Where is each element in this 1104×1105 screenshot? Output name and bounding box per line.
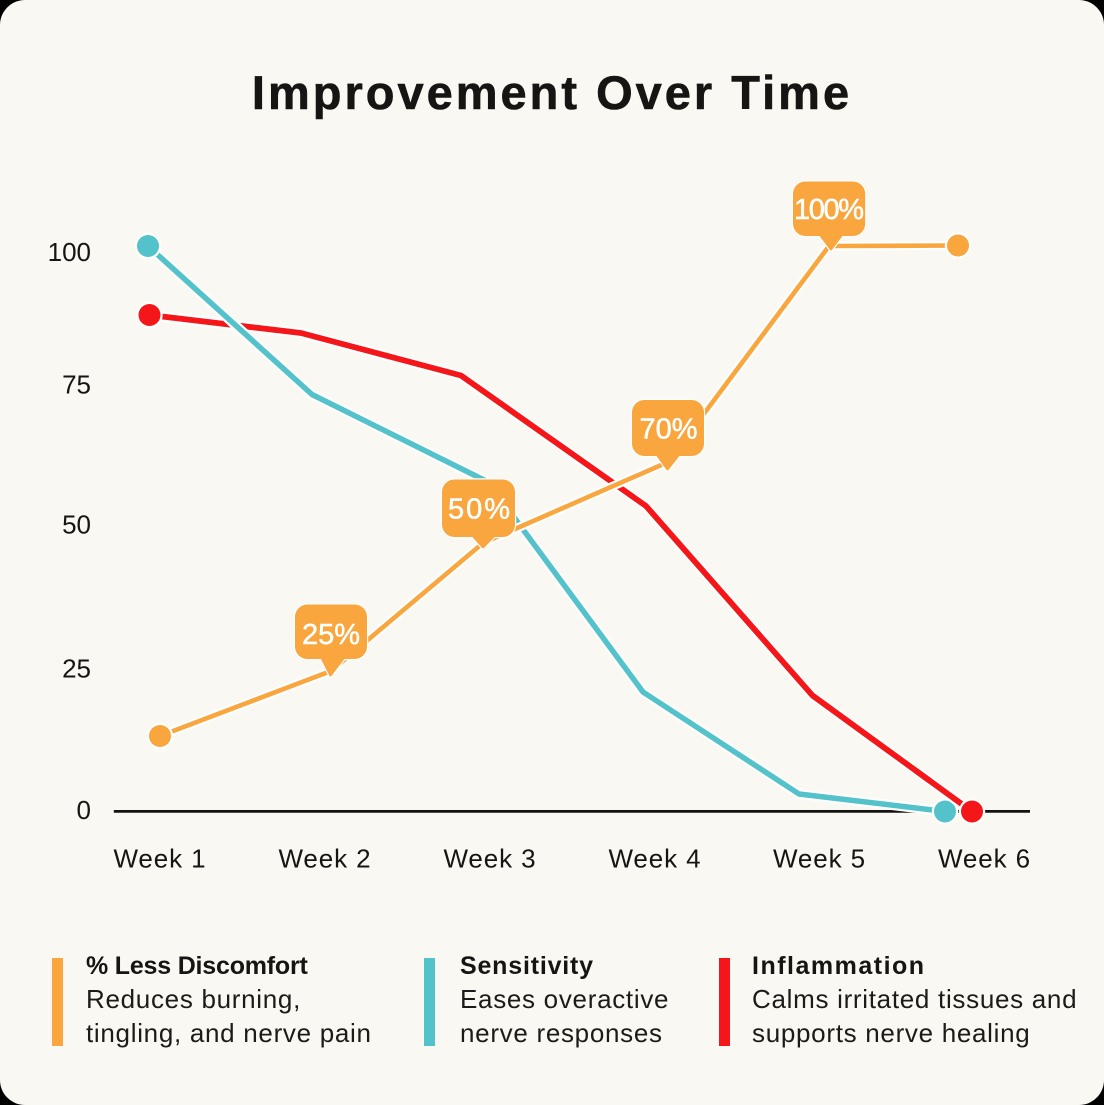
svg-text:0: 0 <box>77 795 91 825</box>
svg-text:50%: 50% <box>448 494 510 526</box>
svg-text:75: 75 <box>62 370 91 400</box>
svg-text:Week 2: Week 2 <box>278 844 371 874</box>
svg-text:Week 4: Week 4 <box>608 844 701 874</box>
svg-text:Week 3: Week 3 <box>443 844 536 874</box>
svg-text:Week 5: Week 5 <box>773 844 866 874</box>
svg-text:25: 25 <box>62 654 91 684</box>
svg-text:50: 50 <box>62 510 91 540</box>
svg-text:100: 100 <box>48 237 91 267</box>
svg-text:Week 1: Week 1 <box>113 844 206 874</box>
svg-text:Week 6: Week 6 <box>938 844 1031 874</box>
svg-text:25%: 25% <box>302 619 360 651</box>
svg-text:100%: 100% <box>794 194 864 226</box>
svg-text:70%: 70% <box>640 414 698 446</box>
